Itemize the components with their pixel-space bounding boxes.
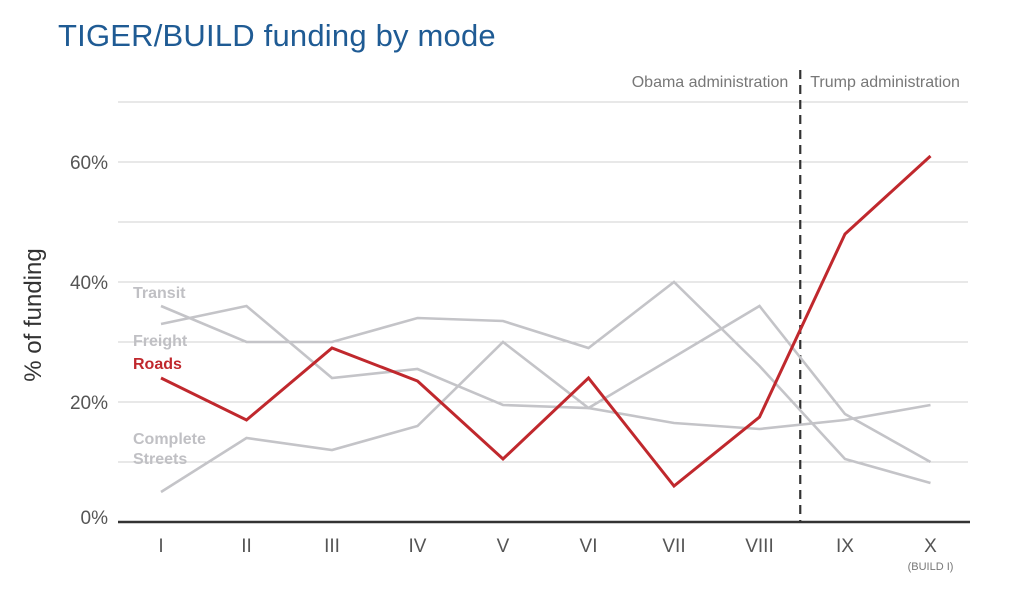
series-label-complete-streets: Complete Streets <box>133 431 206 468</box>
period-label-left: Obama administration <box>632 74 789 91</box>
y-tick-label: 0% <box>81 508 109 529</box>
x-tick-label: VIII <box>745 536 774 557</box>
y-tick-label: 20% <box>70 393 108 414</box>
x-tick-sublabel: (BUILD I) <box>908 561 954 573</box>
series-line-roads <box>160 154 932 489</box>
x-axis: I II III IV V VI VII VIII IX X(BUILD I) <box>118 520 970 573</box>
series-line-freight <box>160 280 931 485</box>
x-tick-label: IV <box>409 536 427 557</box>
series-line-complete-streets <box>160 340 931 494</box>
series-label-line: Freight <box>133 333 188 350</box>
series-label-line: Transit <box>133 285 186 302</box>
series-label-line: Roads <box>133 356 182 373</box>
series-labels: Transit Freight Roads Complete Streets <box>133 285 206 468</box>
x-tick-label: V <box>497 536 510 557</box>
series-label-transit: Transit <box>133 285 186 302</box>
chart-title: TIGER/BUILD funding by mode <box>58 18 496 53</box>
y-tick-label: 40% <box>70 273 108 294</box>
series-line-transit <box>160 304 932 464</box>
x-tick-label: VI <box>580 536 598 557</box>
series-label-roads: Roads <box>133 356 182 373</box>
x-tick-label: II <box>241 536 252 557</box>
series-lines <box>160 154 932 494</box>
period-label-right: Trump administration <box>810 74 960 91</box>
x-tick-label: III <box>324 536 340 557</box>
x-tick-label: IX <box>836 536 854 557</box>
x-tick-label: VII <box>662 536 685 557</box>
series-label-line: Streets <box>133 451 187 468</box>
x-tick-label: I <box>158 536 163 557</box>
series-label-line: Complete <box>133 431 206 448</box>
y-tick-label: 60% <box>70 153 108 174</box>
administration-periods: Obama administration Trump administration <box>632 70 960 522</box>
series-label-freight: Freight <box>133 333 188 350</box>
x-tick-label: X <box>924 536 937 557</box>
y-tick-labels: 0% 20% 40% 60% <box>70 153 108 529</box>
